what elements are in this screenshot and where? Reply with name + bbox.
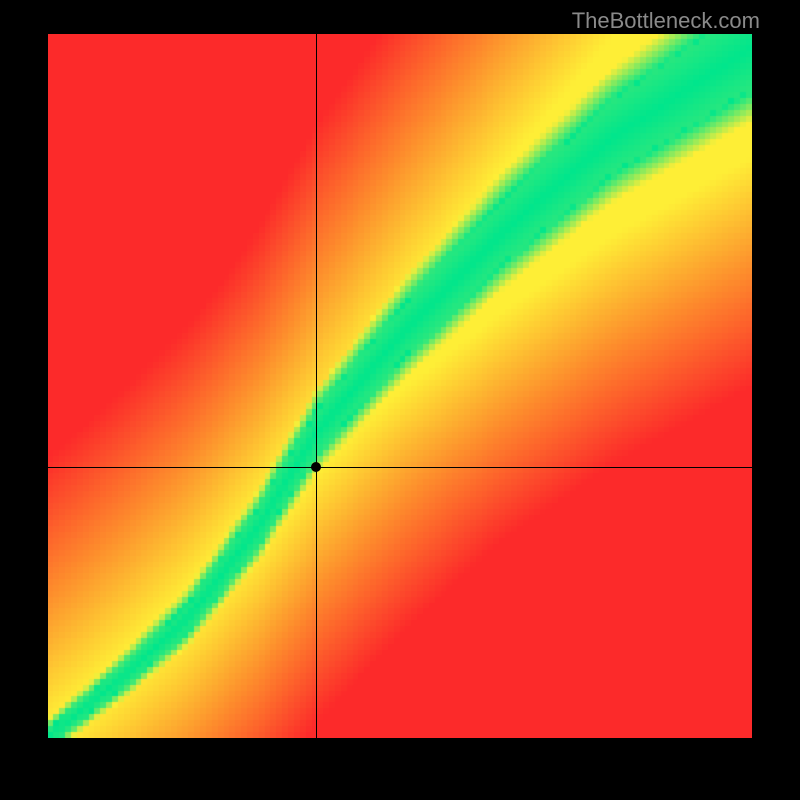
heatmap-canvas [48, 34, 752, 738]
crosshair-marker [311, 462, 321, 472]
crosshair-horizontal [48, 467, 752, 468]
plot-area [48, 34, 752, 738]
chart-container: TheBottleneck.com [0, 0, 800, 800]
watermark-text: TheBottleneck.com [572, 8, 760, 34]
crosshair-vertical [316, 34, 317, 738]
